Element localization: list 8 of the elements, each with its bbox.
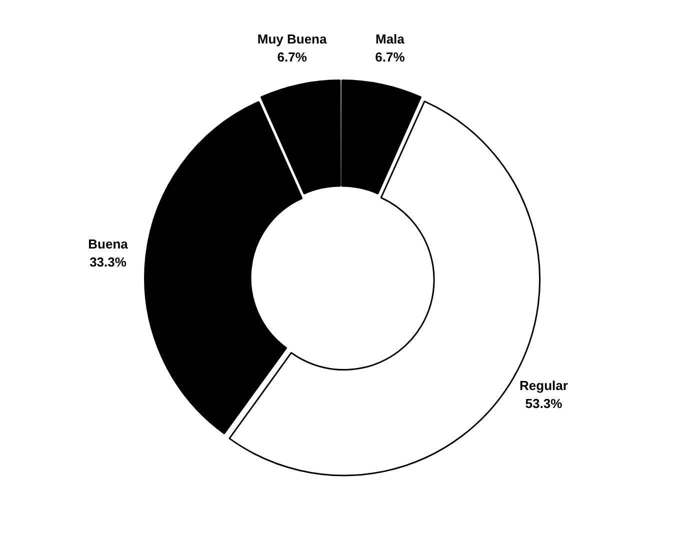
data-label: 33.3% [90, 254, 127, 270]
data-label: 6.7% [375, 50, 406, 64]
slice-label: Regular [520, 378, 568, 393]
data-label: 53.3% [525, 396, 563, 411]
slice-label: Muy Buena [257, 32, 328, 46]
data-label: 6.7% [277, 50, 308, 64]
slice-label: Mala [375, 32, 406, 46]
slice-label: Buena [88, 236, 129, 252]
